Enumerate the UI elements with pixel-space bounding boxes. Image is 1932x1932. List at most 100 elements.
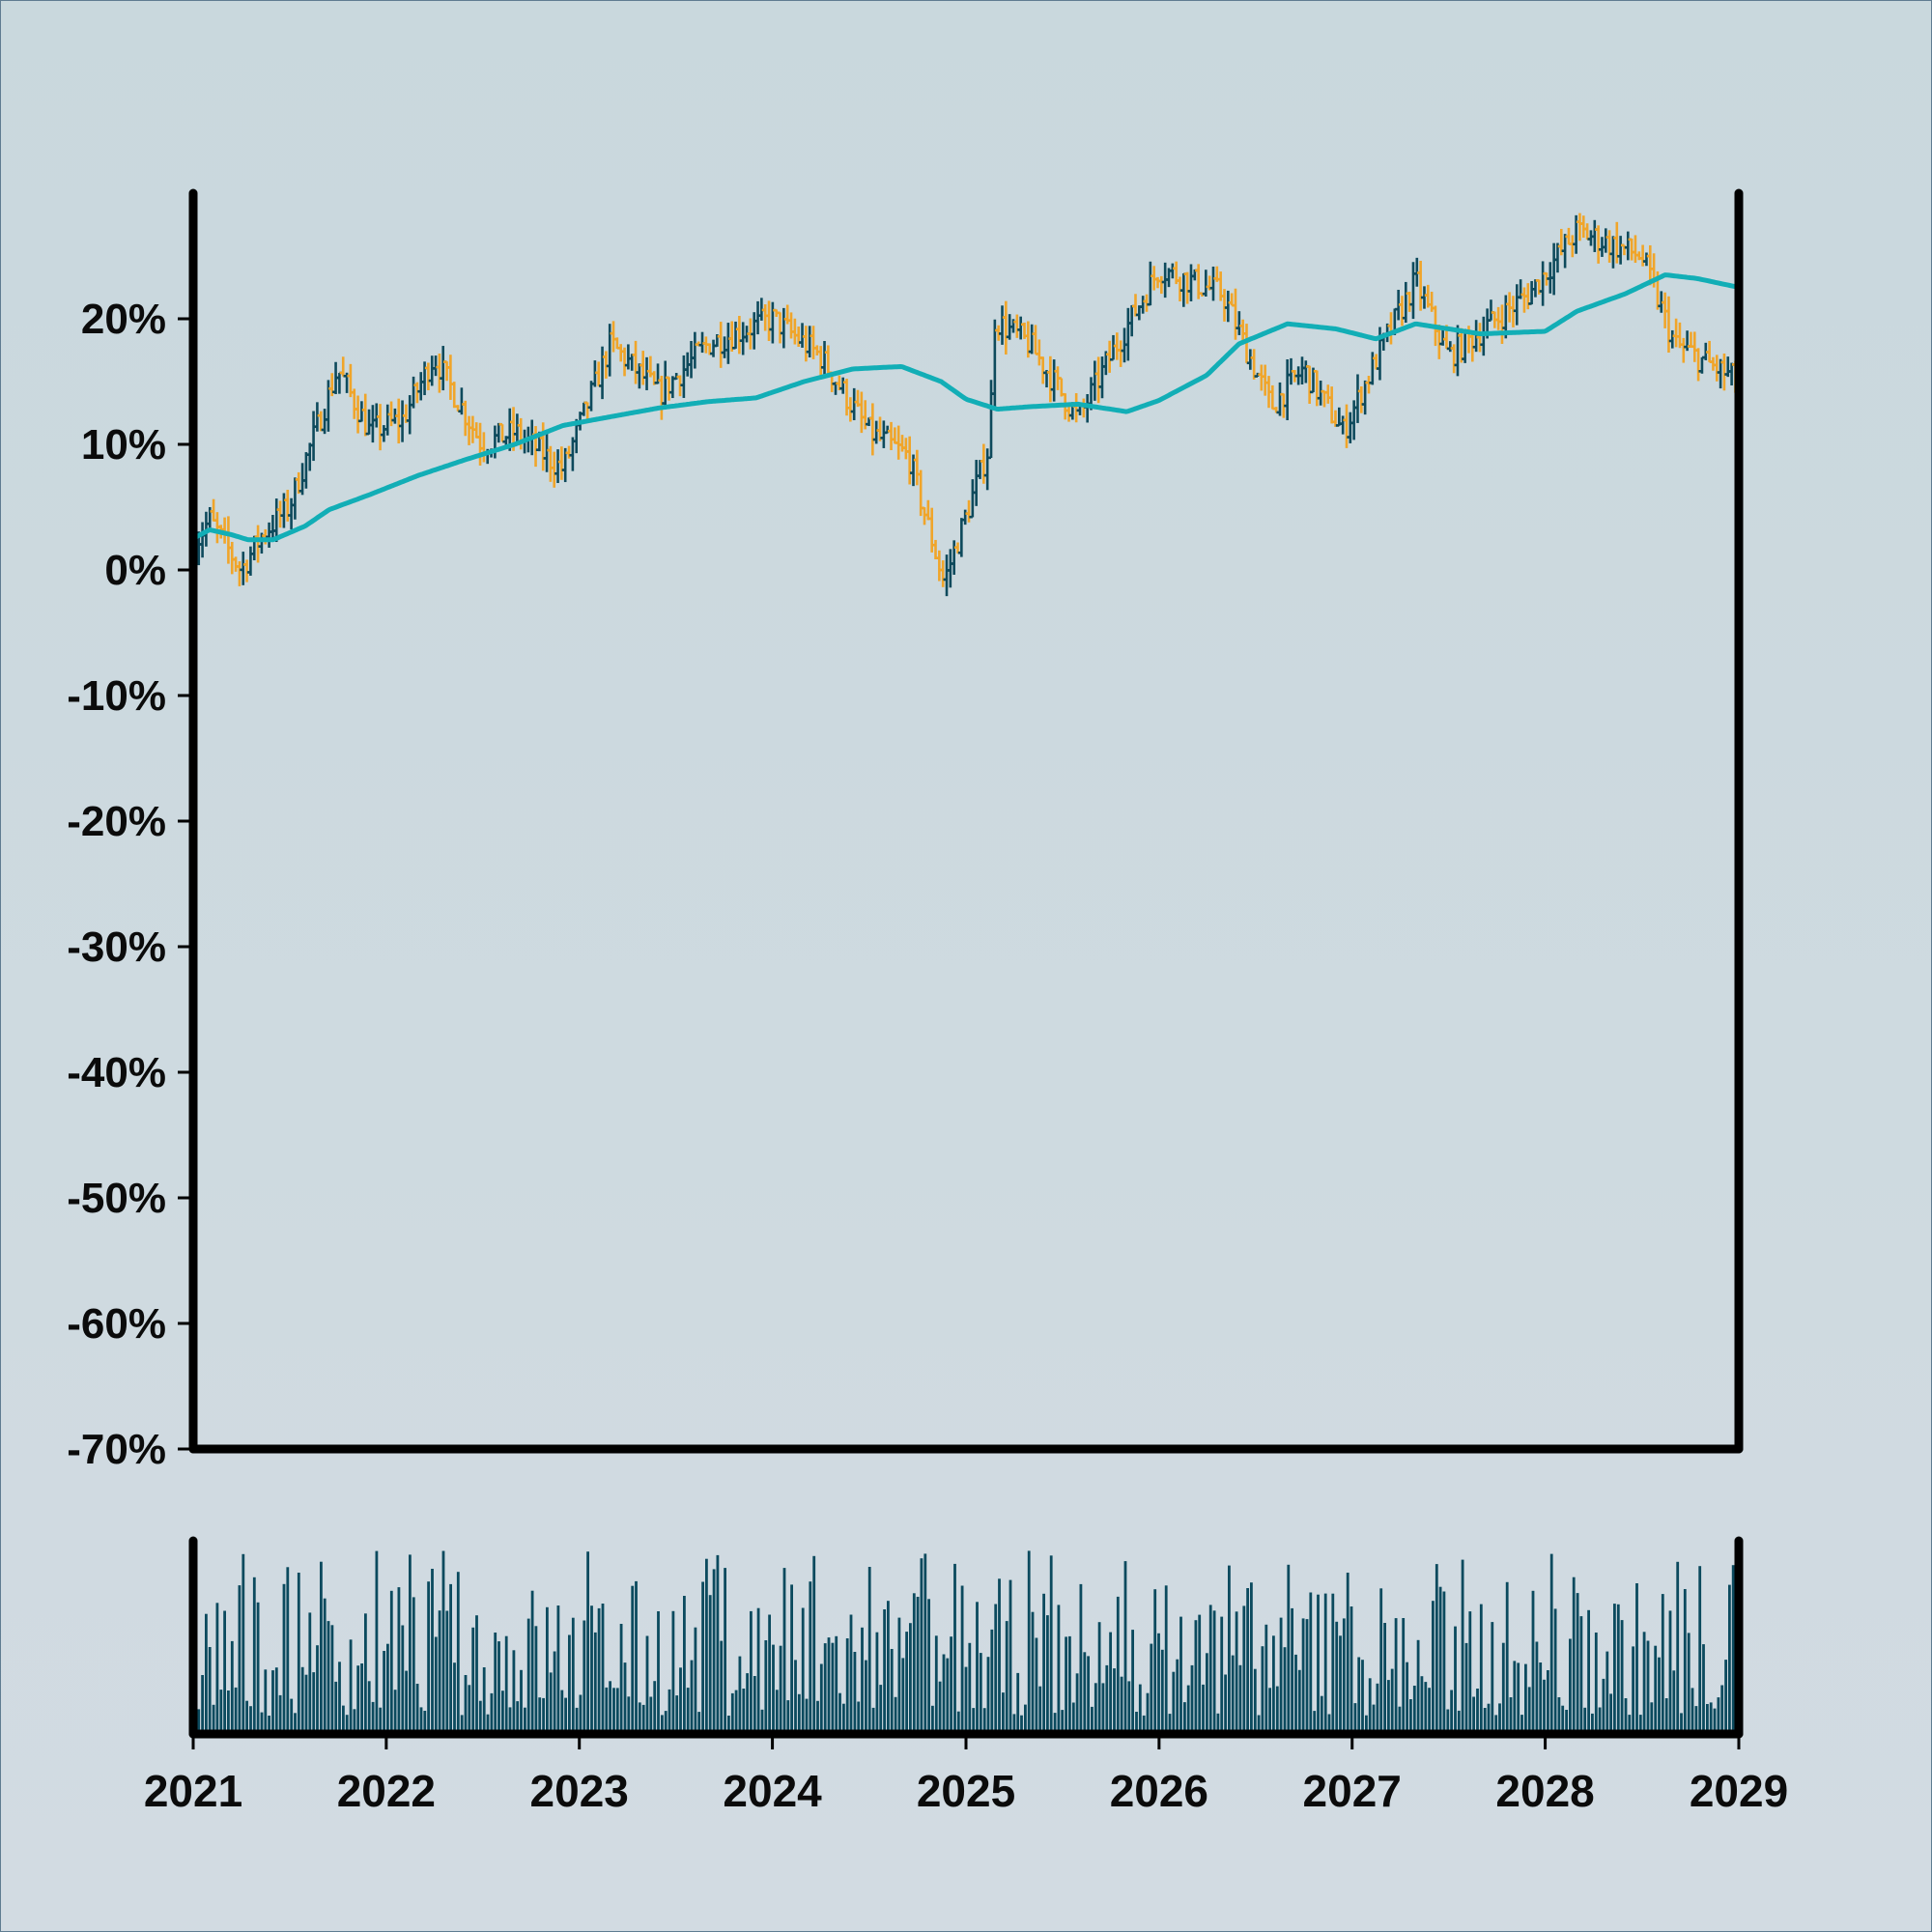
volume-bar xyxy=(1253,1668,1257,1734)
volume-bar xyxy=(1412,1686,1416,1734)
ohlc-bar xyxy=(595,361,603,387)
volume-bar xyxy=(946,1658,950,1734)
ohlc-bar xyxy=(721,336,728,358)
ohlc-bar xyxy=(1276,382,1284,416)
ohlc-bar xyxy=(476,422,484,466)
volume-bar xyxy=(464,1675,468,1734)
volume-bar xyxy=(1646,1640,1650,1734)
ohlc-bar xyxy=(1684,330,1691,352)
volume-bar xyxy=(271,1670,274,1734)
ohlc-bar xyxy=(1232,288,1239,340)
ohlc-bar xyxy=(583,401,591,420)
ohlc-bar xyxy=(868,403,876,456)
volume-bar xyxy=(782,1568,786,1734)
ohlc-bar xyxy=(557,446,565,480)
ohlc-bar xyxy=(1109,334,1117,361)
volume-bar xyxy=(1061,1710,1065,1734)
ohlc-bar xyxy=(906,436,914,485)
ohlc-bar xyxy=(1139,296,1147,314)
volume-bar xyxy=(438,1610,441,1734)
axes-group xyxy=(188,188,1744,1739)
volume-bar xyxy=(475,1615,478,1734)
ohlc-bar xyxy=(754,300,762,335)
ohlc-bar xyxy=(724,323,732,364)
ohlc-bar xyxy=(1347,412,1354,443)
ohlc-bar xyxy=(387,401,395,427)
volume-bar xyxy=(1650,1702,1654,1734)
volume-bar xyxy=(1024,1704,1027,1734)
ohlc-bar xyxy=(761,304,769,331)
ohlc-bar xyxy=(228,541,236,575)
ohlc-bar xyxy=(199,522,207,558)
ohlc-bar xyxy=(1520,287,1528,313)
ohlc-bar xyxy=(983,448,991,491)
volume-bar xyxy=(1346,1573,1350,1734)
volume-bar xyxy=(1457,1710,1461,1734)
ohlc-bar xyxy=(802,326,810,362)
ohlc-bar xyxy=(1098,356,1106,399)
volume-bar xyxy=(556,1605,560,1734)
volume-bar xyxy=(1491,1622,1494,1734)
volume-bar xyxy=(323,1598,327,1734)
volume-bar xyxy=(1113,1668,1116,1734)
ohlc-bar xyxy=(458,387,466,415)
ohlc-bar xyxy=(843,379,851,416)
ohlc-bar xyxy=(1209,266,1217,301)
volume-bar xyxy=(379,1707,383,1734)
ohlc-bar xyxy=(791,318,799,345)
volume-bar xyxy=(393,1690,397,1734)
ohlc-bar xyxy=(1091,360,1098,401)
ohlc-bar xyxy=(624,344,632,370)
volume-bar xyxy=(1531,1590,1535,1734)
volume-bar xyxy=(1361,1660,1364,1734)
ohlc-bar xyxy=(795,327,803,347)
ohlc-bar xyxy=(1013,314,1021,338)
volume-bar xyxy=(730,1692,734,1734)
volume-bar xyxy=(819,1663,823,1734)
volume-bar xyxy=(635,1580,638,1734)
volume-bar xyxy=(405,1670,408,1734)
volume-bar xyxy=(1031,1611,1035,1734)
ohlc-bar xyxy=(969,479,977,519)
volume-bar xyxy=(931,1705,934,1734)
volume-bar xyxy=(290,1698,294,1734)
ohlc-bar xyxy=(1317,380,1324,406)
ohlc-bar xyxy=(532,426,540,468)
ohlc-bar xyxy=(787,312,795,339)
volume-bar xyxy=(979,1653,982,1734)
volume-bar xyxy=(1238,1664,1242,1734)
ohlc-bar xyxy=(710,339,718,357)
volume-bar xyxy=(875,1632,879,1734)
volume-bar xyxy=(853,1652,857,1734)
volume-bar xyxy=(1394,1618,1398,1734)
ohlc-bar xyxy=(547,445,554,482)
volume-bar xyxy=(431,1569,434,1734)
ohlc-bar xyxy=(1220,289,1228,322)
ohlc-bar xyxy=(895,425,902,460)
volume-bar xyxy=(1005,1621,1009,1734)
ohlc-bar xyxy=(246,546,254,576)
x-tick-label: 2024 xyxy=(723,1766,822,1816)
ohlc-bar xyxy=(1131,294,1139,317)
volume-bar xyxy=(1206,1653,1208,1734)
volume-bar xyxy=(1153,1589,1157,1734)
volume-bar xyxy=(234,1687,238,1734)
volume-bar xyxy=(353,1709,356,1734)
volume-bar xyxy=(1046,1615,1049,1734)
volume-bar xyxy=(797,1693,801,1734)
ohlc-bar xyxy=(373,403,381,428)
volume-bar xyxy=(1002,1692,1005,1734)
ohlc-bar xyxy=(1720,353,1728,391)
volume-bar xyxy=(661,1715,664,1734)
x-tick-label: 2022 xyxy=(337,1766,436,1816)
volume-bar xyxy=(1272,1635,1275,1734)
volume-bar xyxy=(686,1688,690,1734)
ohlc-bar xyxy=(436,353,443,393)
volume-bar xyxy=(968,1642,972,1734)
volume-bar xyxy=(857,1701,861,1734)
ohlc-bar xyxy=(846,397,854,422)
ohlc-bar xyxy=(1694,348,1702,382)
volume-bar xyxy=(1138,1684,1142,1734)
volume-bar xyxy=(705,1558,708,1734)
